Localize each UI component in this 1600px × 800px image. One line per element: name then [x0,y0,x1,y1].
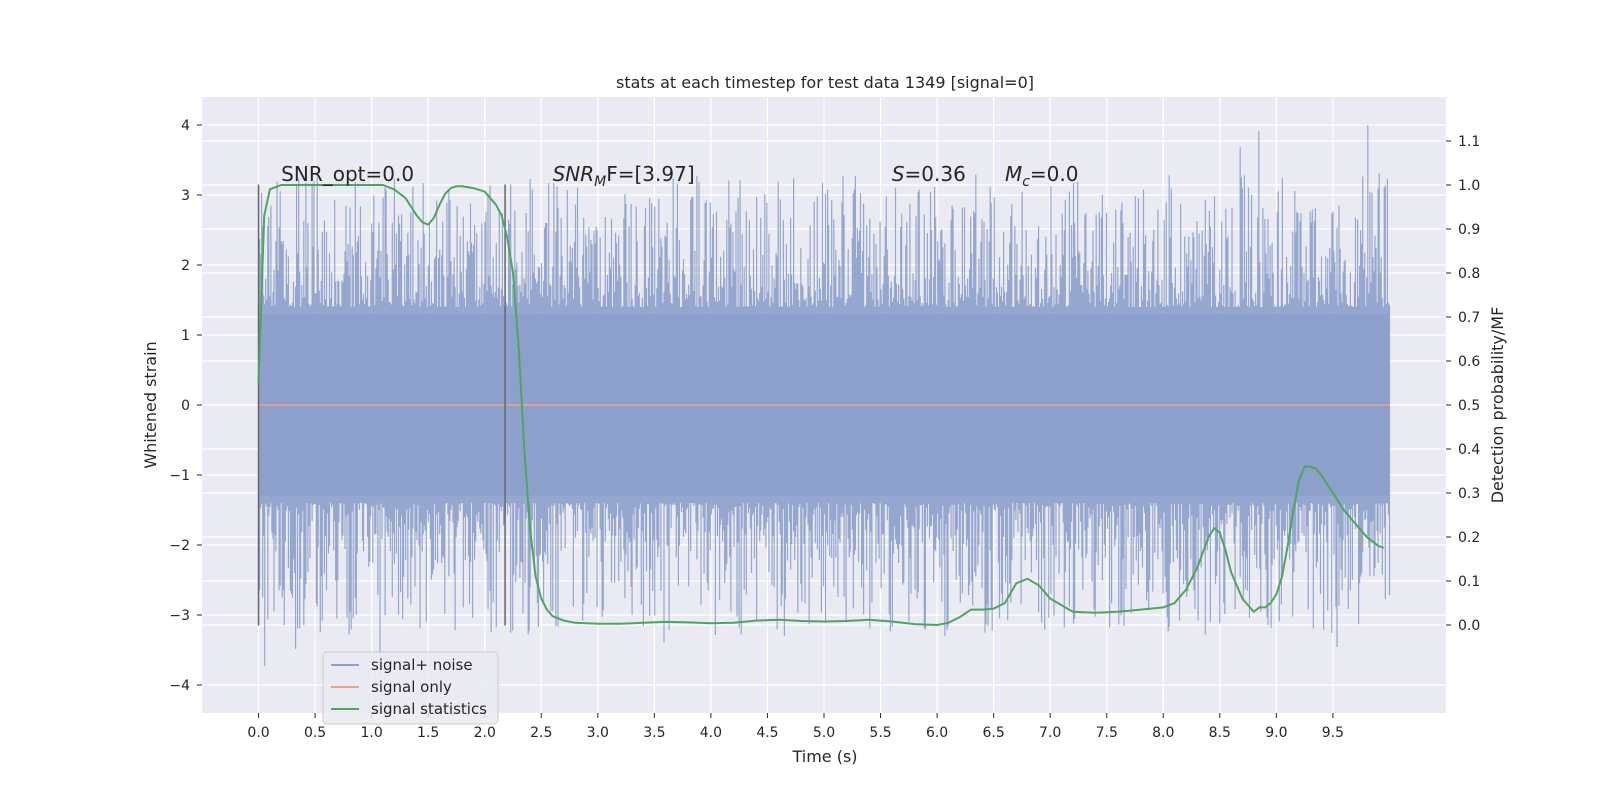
y2-tick-label: 0.5 [1458,398,1480,414]
chart-title: stats at each timestep for test data 134… [616,73,1034,92]
axes: 0.0 0.5 1.0 1.5 2.0 2.5 3.0 3.5 4.0 4.5 5.0 5.5 6.0 6… [169,118,1480,741]
annotation-text: S=0.36 [892,162,966,186]
chart-overlay [257,184,1390,627]
y2-tick-label: 0.1 [1458,574,1480,590]
x-tick-label: 2.5 [530,725,552,741]
x-tick-label: 4.0 [700,725,722,741]
x-tick-label: 1.5 [417,725,439,741]
y-tick-label: −4 [169,678,190,694]
x-tick-label: 7.5 [1096,725,1118,741]
x-tick-label: 9.5 [1322,725,1344,741]
y2-tick-label: 1.0 [1458,178,1480,194]
x-tick-label: 3.5 [643,725,665,741]
legend-label-statistics: signal statistics [371,700,487,718]
y-tick-label: −2 [169,538,190,554]
y2-tick-label: 0.0 [1458,618,1480,634]
y-tick-label: 2 [181,258,190,274]
x-tick-label: 0.0 [247,725,269,741]
y2-axis-label: Detection probability/MF [1488,307,1507,504]
y2-tick-label: 0.9 [1458,222,1480,238]
y-tick-label: 0 [181,398,190,414]
y2-tick-label: 0.2 [1458,530,1480,546]
legend-box [322,651,499,725]
y2-tick-label: 1.1 [1458,134,1480,150]
annotation-text: Mc=0.0 [1005,162,1079,190]
legend-label-signal: signal only [371,678,452,696]
annotation-text: SNR_opt=0.0 [281,162,414,186]
y-tick-label: 1 [181,328,190,344]
y2-tick-label: 0.6 [1458,354,1480,370]
x-tick-label: 4.5 [756,725,778,741]
annotations: SNR_opt=0.0 SNRMF=[3.97] S=0.36 Mc=0.0 [281,162,1078,190]
x-tick-label: 5.5 [869,725,891,741]
x-tick-label: 8.5 [1209,725,1231,741]
x-tick-label: 3.0 [587,725,609,741]
legend-label-noise: signal+ noise [371,656,473,674]
y2-tick-label: 0.3 [1458,486,1480,502]
y-tick-label: 3 [181,188,190,204]
signal-statistics-line [257,184,1385,627]
x-tick-label: 8.0 [1152,725,1174,741]
x-tick-label: 5.0 [813,725,835,741]
y-axis-label: Whitened strain [141,341,160,468]
x-tick-label: 6.5 [983,725,1005,741]
y2-tick-label: 0.7 [1458,310,1480,326]
annotation-text: SNRMF=[3.97] [553,162,695,190]
x-tick-label: 9.0 [1265,725,1287,741]
x-tick-label: 6.0 [926,725,948,741]
x-tick-label: 0.5 [304,725,326,741]
x-tick-label: 2.0 [474,725,496,741]
x-tick-label: 7.0 [1039,725,1061,741]
x-axis-label: Time (s) [791,747,857,766]
y-tick-label: −1 [169,468,190,484]
y2-tick-label: 0.8 [1458,266,1480,282]
legend: signal+ noise signal only signal statist… [322,651,499,725]
y-tick-label: −3 [169,608,190,624]
x-tick-label: 1.0 [361,725,383,741]
y2-tick-label: 0.4 [1458,442,1480,458]
y-tick-label: 4 [181,118,190,134]
